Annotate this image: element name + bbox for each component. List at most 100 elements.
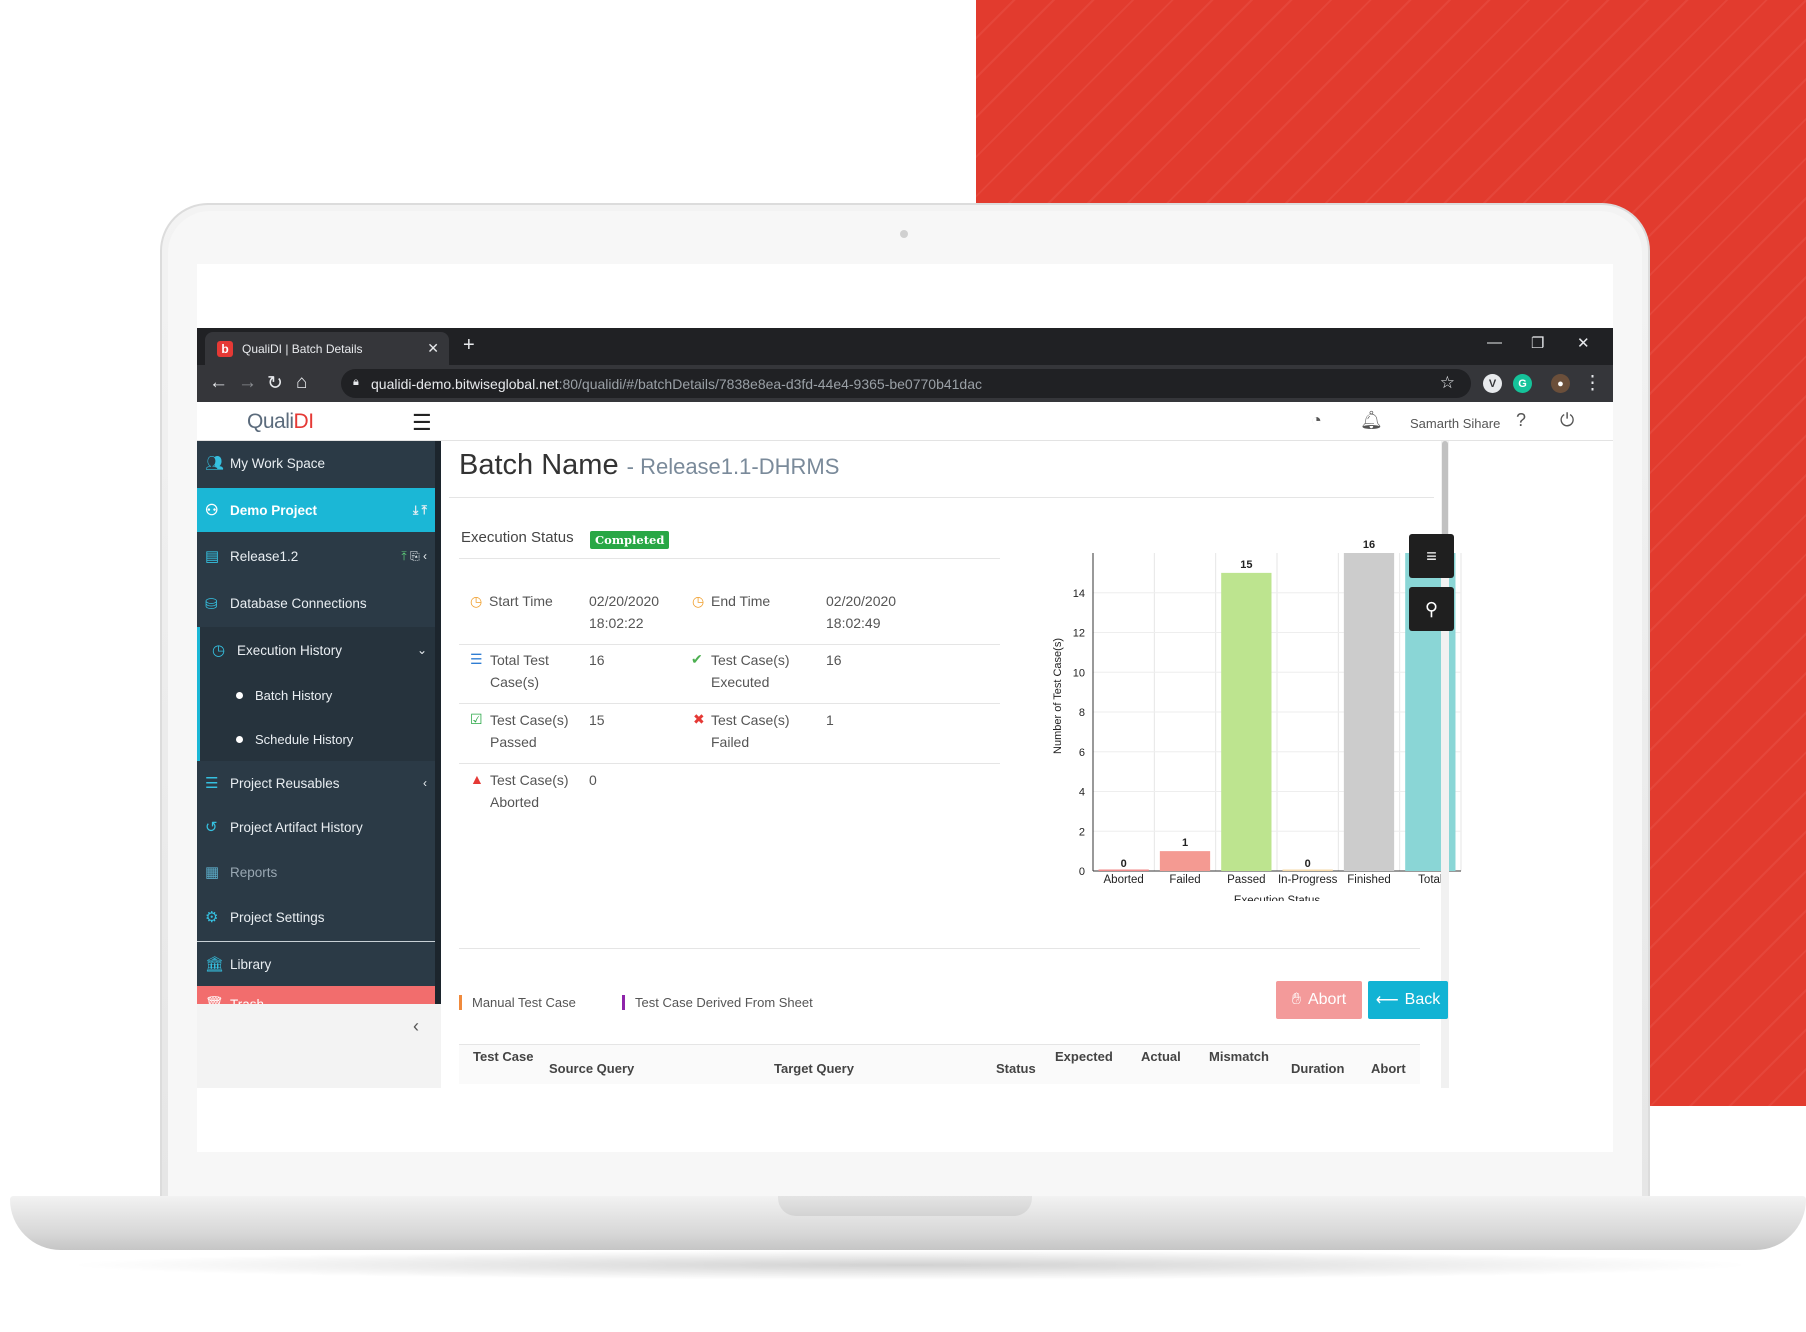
chevron-left-icon[interactable]: ‹ (413, 1016, 419, 1036)
grammarly-extension-icon[interactable]: G (1513, 374, 1532, 393)
sidebar-item-batch-history[interactable]: Batch History (197, 673, 435, 717)
reload-icon[interactable]: ↻ (267, 373, 283, 394)
warning-triangle-icon: ▲ (470, 771, 484, 787)
batch-name-heading: Batch Name (459, 449, 619, 481)
batch-name-value: - Release1.1-DHRMS (626, 454, 840, 479)
bookmark-star-icon[interactable]: ☆ (1439, 373, 1455, 392)
sidebar-item-reports[interactable]: ▦ Reports (197, 849, 435, 895)
sidebar-item-label: Batch History (255, 687, 333, 703)
favicon-icon: b (217, 340, 233, 357)
brand-logo[interactable]: QualiDI (247, 410, 314, 434)
help-icon[interactable]: ? (1516, 410, 1527, 430)
bullet-icon (236, 735, 243, 743)
column-header[interactable]: Status (996, 1061, 1036, 1076)
column-header[interactable]: Actual (1141, 1049, 1181, 1064)
y-tick-label: 12 (1073, 628, 1085, 640)
vpn-extension-icon[interactable]: V (1483, 374, 1502, 393)
new-tab-button[interactable]: + (463, 334, 475, 356)
restore-icon[interactable]: ❐ (1531, 335, 1545, 352)
main-content: Batch Name - Release1.1-DHRMS Execution … (441, 441, 1613, 1088)
column-header[interactable]: Expected (1055, 1049, 1113, 1064)
browser-menu-icon[interactable]: ⋮ (1583, 373, 1602, 394)
chevron-down-icon[interactable]: ⌄ (416, 643, 427, 657)
sidebar-collapse-bar[interactable]: ‹ (197, 1004, 441, 1088)
sidebar-item-execution-history[interactable]: ◷ Execution History ⌄ (197, 627, 435, 673)
menu-float-button[interactable]: ≡ (1409, 534, 1454, 578)
column-header[interactable]: Mismatch (1209, 1049, 1269, 1064)
chart-bar-passed (1221, 572, 1272, 871)
laptop-notch (778, 1196, 1032, 1216)
sidebar-item-label: Demo Project (230, 502, 318, 518)
search-float-button[interactable]: ⚲ (1409, 587, 1454, 631)
browser-toolbar: ← → ↻ ⌂ 🔒︎ qualidi-demo.bitwiseglobal.ne… (197, 365, 1613, 402)
search-icon: ⚲ (1424, 598, 1439, 619)
back-arrow-icon[interactable]: ← (209, 372, 228, 393)
passed-value: 15 (589, 712, 605, 728)
sidebar-item-demo-project[interactable]: ⚇ Demo Project ⤓ ⤒ (197, 488, 435, 532)
sidebar-item-project-reusables[interactable]: ☰ Project Reusables ‹ (197, 761, 435, 805)
sidebar-item-project-settings[interactable]: ⚙ Project Settings (197, 895, 435, 939)
y-tick-label: 10 (1073, 667, 1085, 679)
window-close-icon[interactable]: ✕ (1577, 335, 1590, 352)
sidebar-item-label: Library (230, 956, 272, 972)
total-label-line2: Case(s) (490, 674, 540, 690)
sidebar-item-schedule-history[interactable]: Schedule History (197, 717, 435, 761)
chart-bar-finished (1343, 553, 1395, 871)
bar-data-label: 1 (1182, 837, 1188, 849)
column-header[interactable]: Target Query (774, 1061, 854, 1076)
divider (459, 558, 1000, 559)
minimize-icon[interactable]: — (1487, 334, 1502, 351)
bar-data-label: 15 (1240, 559, 1252, 571)
back-button[interactable]: ⟵ Back (1368, 981, 1448, 1019)
bullet-icon (236, 691, 243, 699)
sidebar-item-my-work-space[interactable]: 👥︎ My Work Space (197, 441, 435, 485)
passed-label-line2: Passed (490, 734, 537, 750)
sidebar-item-release[interactable]: ▤ Release1.2 ⤒ ⎘ ‹ (197, 532, 435, 580)
report-icon: ▦ (205, 864, 220, 881)
start-time-label: Start Time (489, 593, 553, 609)
database-icon: ⛁ (205, 595, 218, 613)
scrollbar-thumb[interactable] (1442, 441, 1448, 537)
sidebar-item-project-artifact-history[interactable]: ↺ Project Artifact History (197, 805, 435, 849)
main-scrollbar[interactable] (1441, 441, 1449, 1088)
forward-arrow-icon[interactable]: → (238, 372, 257, 393)
sidebar-item-label: Database Connections (230, 596, 367, 611)
release-actions-icon[interactable]: ⤒ ⎘ ‹ (401, 548, 427, 563)
test-case-table-header: Test Case Source Query Target Query Status E… (459, 1044, 1420, 1084)
sidebar-scrollbar[interactable] (435, 441, 441, 1004)
arrow-left-icon: ⟵ (1375, 992, 1399, 1009)
chevron-left-icon[interactable]: ‹ (423, 776, 427, 790)
notification-bell-icon[interactable]: 🔔︎ (1360, 410, 1383, 430)
abort-button[interactable]: ✋︎ Abort (1276, 981, 1362, 1019)
browser-tab[interactable]: b QualiDI | Batch Details ✕ (205, 332, 449, 365)
power-icon[interactable]: ⏻ (1560, 410, 1575, 430)
end-time-time: 18:02:49 (826, 615, 881, 631)
column-header[interactable]: Duration (1291, 1061, 1345, 1076)
address-bar[interactable]: 🔒︎ qualidi-demo.bitwiseglobal.net:80/qua… (341, 369, 1471, 398)
download-upload-icon[interactable]: ⤓ ⤒ (413, 502, 427, 517)
column-header[interactable]: Abort (1371, 1061, 1406, 1076)
bar-data-label: 0 (1121, 858, 1127, 870)
project-tree-icon: ⚇ (205, 502, 219, 519)
end-time-date: 02/20/2020 (826, 593, 897, 609)
sidebar-item-library[interactable]: 🏛︎ Library (197, 942, 435, 986)
sidebar-item-database-connections[interactable]: ⛁ Database Connections (197, 580, 435, 627)
legend-derived-test-case: Test Case Derived From Sheet (622, 995, 813, 1010)
page-title: Batch Name - Release1.1-DHRMS (459, 449, 839, 482)
dashboard-gauge-icon[interactable]: ◔ (1311, 410, 1322, 430)
column-header[interactable]: Test Case (473, 1049, 534, 1064)
app-header: QualiDI ☰ ◔ 🔔︎ Samarth Sihare ? ⏻ (197, 402, 1613, 441)
list-icon: ☰ (470, 651, 483, 667)
sidebar-item-label: Schedule History (255, 731, 354, 747)
hamburger-menu-icon[interactable]: ☰ (412, 410, 432, 435)
layers-icon: ☰ (205, 775, 219, 792)
profile-avatar[interactable]: ● (1551, 374, 1570, 393)
tab-close-icon[interactable]: ✕ (427, 340, 439, 356)
url-path: :80/qualidi/#/batchDetails/7838e8ea-d3fd… (558, 376, 983, 392)
sidebar-item-label: Execution History (237, 642, 343, 658)
column-header[interactable]: Source Query (549, 1061, 635, 1076)
home-icon[interactable]: ⌂ (296, 372, 308, 393)
user-name[interactable]: Samarth Sihare (1410, 416, 1501, 431)
total-label-line1: Total Test (490, 652, 549, 668)
